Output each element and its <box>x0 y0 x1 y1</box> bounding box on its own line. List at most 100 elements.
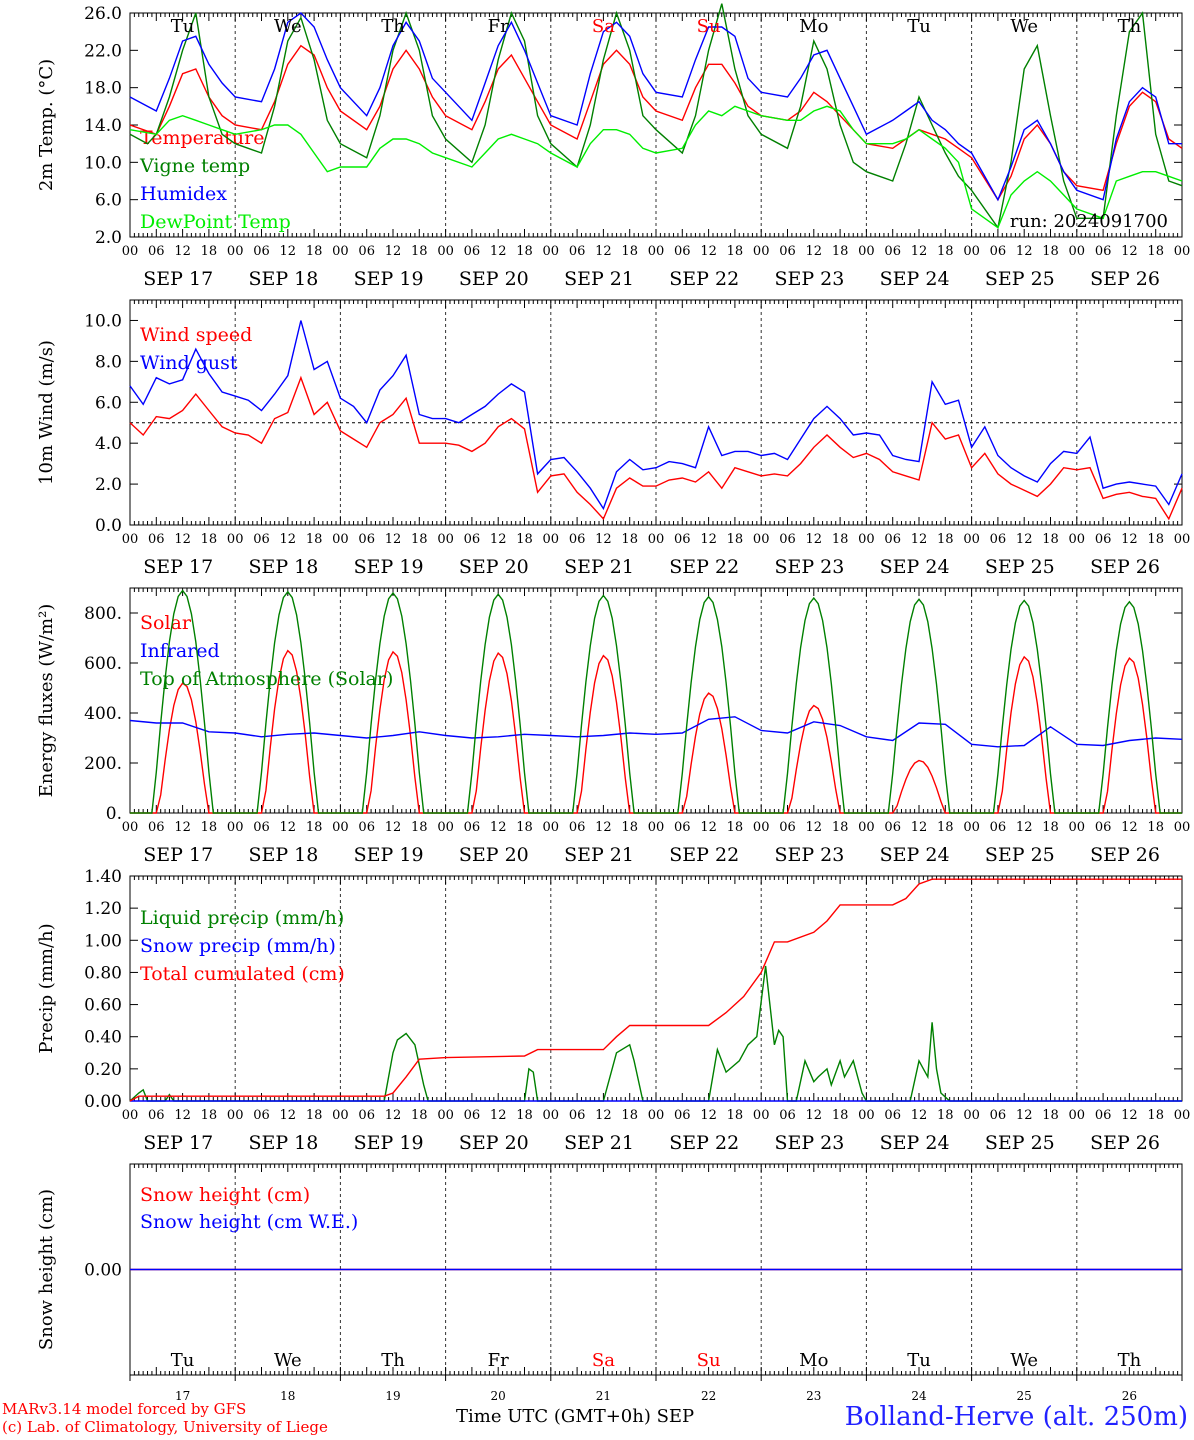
series-line-liquid-precip-mm-h- <box>129 965 1182 1102</box>
date-label: SEP 18 <box>248 556 318 578</box>
hour-label: 00 <box>543 532 560 547</box>
legend-entry: Infrared <box>140 640 220 662</box>
y-tick-label: 14.0 <box>84 116 122 136</box>
y-tick-label: 0.00 <box>84 1261 122 1281</box>
hour-label: 18 <box>621 244 638 259</box>
date-label: SEP 22 <box>669 844 739 866</box>
hour-label: 00 <box>1069 244 1086 259</box>
hour-label: 00 <box>648 820 665 835</box>
hour-label: 00 <box>122 1108 139 1123</box>
day-name-label: We <box>1010 16 1038 37</box>
date-label: SEP 23 <box>774 556 844 578</box>
hour-label: 18 <box>411 820 428 835</box>
hour-label: 06 <box>1095 532 1112 547</box>
date-label: SEP 18 <box>248 268 318 290</box>
hour-label: 06 <box>779 820 796 835</box>
hour-label: 12 <box>700 820 717 835</box>
date-label: SEP 21 <box>564 1132 634 1154</box>
hour-label: 06 <box>253 532 270 547</box>
series-line-dewpoint-temp <box>129 105 1183 229</box>
hour-label: 12 <box>280 820 297 835</box>
y-axis-label: 2m Temp. (°C) <box>36 59 57 191</box>
date-label: SEP 26 <box>1090 844 1160 866</box>
hour-label: 18 <box>1042 532 1059 547</box>
y-axis-label: 10m Wind (m/s) <box>36 340 57 485</box>
hour-label: 12 <box>806 1108 823 1123</box>
series-line-temperature <box>129 44 1183 202</box>
hour-label: 06 <box>674 1108 691 1123</box>
hour-label: 12 <box>1016 1108 1033 1123</box>
y-tick-label: 18.0 <box>84 79 122 99</box>
hour-label: 18 <box>727 1108 744 1123</box>
hour-label: 06 <box>1095 820 1112 835</box>
day-name-label: Fr <box>488 16 509 37</box>
hour-label: 00 <box>227 532 244 547</box>
day-name-label: Sa <box>592 1350 615 1371</box>
legend-entry: DewPoint Temp <box>140 211 291 233</box>
day-number-label: 17 <box>175 1389 190 1403</box>
date-label: SEP 17 <box>143 268 213 290</box>
hour-label: 12 <box>1121 1108 1138 1123</box>
hour-label: 00 <box>1174 1108 1191 1123</box>
hour-label: 06 <box>464 1108 481 1123</box>
y-tick-label: 0.40 <box>84 1028 122 1048</box>
y-tick-label: 0. <box>106 804 122 824</box>
y-tick-label: 200. <box>84 754 122 774</box>
hour-label: 00 <box>858 1108 875 1123</box>
hour-label: 12 <box>1016 820 1033 835</box>
station-name: Bolland-Herve (alt. 250m) <box>844 1402 1188 1432</box>
legend-entry: Snow precip (mm/h) <box>140 935 336 957</box>
hour-label: 06 <box>148 532 165 547</box>
date-label: SEP 23 <box>774 268 844 290</box>
legend-entry: Wind gust <box>140 352 238 374</box>
day-number-label: 25 <box>1017 1389 1032 1403</box>
hour-label: 00 <box>122 532 139 547</box>
hour-label: 12 <box>911 1108 928 1123</box>
date-label: SEP 20 <box>459 556 529 578</box>
hour-label: 18 <box>306 532 323 547</box>
hour-label: 00 <box>963 820 980 835</box>
hour-label: 00 <box>858 820 875 835</box>
hour-label: 06 <box>990 820 1007 835</box>
hour-label: 00 <box>648 244 665 259</box>
hour-label: 00 <box>753 1108 770 1123</box>
day-number-label: 22 <box>701 1389 716 1403</box>
hour-label: 00 <box>332 820 349 835</box>
date-label: SEP 25 <box>985 268 1055 290</box>
hour-label: 06 <box>990 244 1007 259</box>
date-label: SEP 23 <box>774 1132 844 1154</box>
hour-label: 18 <box>1147 244 1164 259</box>
series-line-total-cumulated-cm- <box>129 878 1182 1102</box>
hour-label: 12 <box>1121 244 1138 259</box>
y-tick-label: 1.40 <box>84 867 122 887</box>
hour-label: 06 <box>358 1108 375 1123</box>
date-label: SEP 20 <box>459 844 529 866</box>
hour-label: 00 <box>437 244 454 259</box>
hour-label: 00 <box>753 244 770 259</box>
date-label: SEP 18 <box>248 844 318 866</box>
hour-label: 12 <box>700 244 717 259</box>
copyright-credit: (c) Lab. of Climatology, University of L… <box>2 1418 328 1436</box>
date-label: SEP 19 <box>354 844 424 866</box>
hour-label: 00 <box>543 244 560 259</box>
hour-label: 06 <box>884 244 901 259</box>
hour-label: 12 <box>595 820 612 835</box>
y-tick-label: 6.0 <box>95 191 122 211</box>
hour-label: 12 <box>595 532 612 547</box>
y-tick-label: 26.0 <box>84 4 122 24</box>
hour-label: 00 <box>1069 1108 1086 1123</box>
y-axis-label: Snow height (cm) <box>36 1189 57 1350</box>
date-label: SEP 24 <box>880 556 950 578</box>
hour-label: 18 <box>516 244 533 259</box>
hour-label: 06 <box>884 820 901 835</box>
date-label: SEP 19 <box>354 556 424 578</box>
hour-label: 00 <box>858 244 875 259</box>
series-line-vigne-temp <box>129 3 1183 230</box>
day-name-label: We <box>1010 1350 1038 1371</box>
footer-credits: MARv3.14 model forced by GFS (c) Lab. of… <box>2 1400 328 1436</box>
hour-label: 18 <box>727 244 744 259</box>
hour-label: 00 <box>122 820 139 835</box>
hour-label: 00 <box>227 1108 244 1123</box>
date-label: SEP 24 <box>880 1132 950 1154</box>
y-tick-label: 1.00 <box>84 931 122 951</box>
